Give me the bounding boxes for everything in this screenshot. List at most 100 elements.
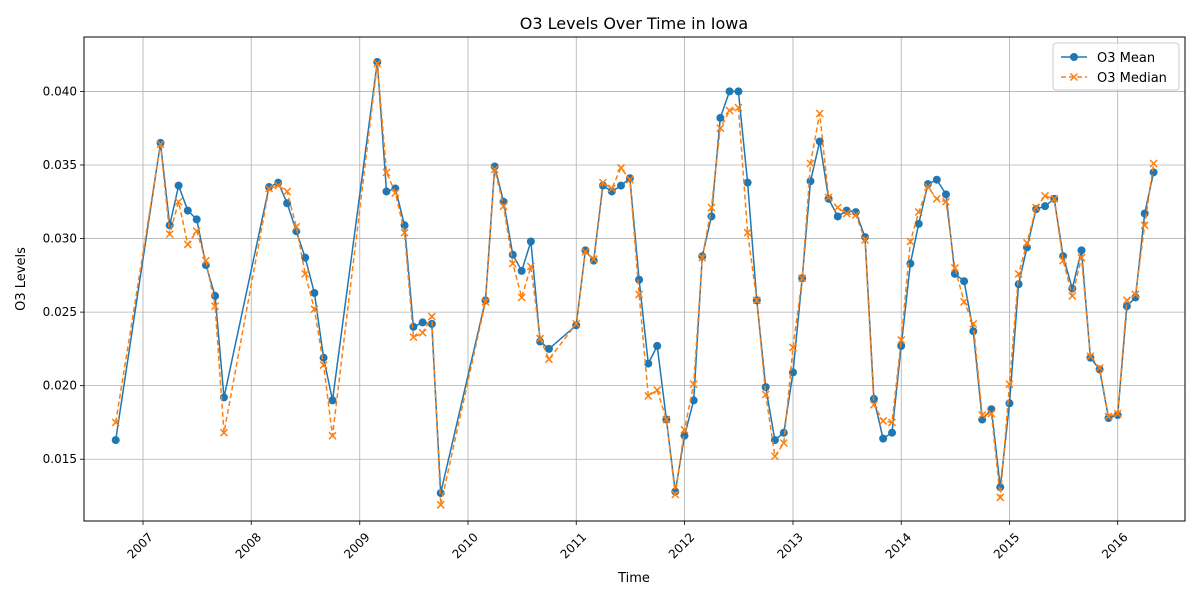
o3-median-point bbox=[707, 203, 716, 212]
o3-mean-point bbox=[409, 322, 418, 331]
o3-median-point bbox=[869, 400, 878, 409]
y-axis-title: O3 Levels bbox=[14, 247, 29, 311]
o3-median-point bbox=[842, 209, 851, 218]
o3-median-point bbox=[779, 438, 788, 448]
o3-median-point bbox=[725, 106, 734, 115]
o3-median-line bbox=[114, 63, 1155, 505]
o3-mean-point bbox=[544, 344, 553, 353]
o3-mean-point bbox=[716, 113, 725, 122]
o3-median-point bbox=[879, 416, 888, 425]
o3-mean-point bbox=[743, 178, 752, 187]
o3-median-point bbox=[788, 343, 798, 352]
o3-mean-point bbox=[310, 288, 319, 297]
o3-mean-point bbox=[265, 183, 274, 192]
o3-mean-point bbox=[1014, 280, 1023, 289]
o3-mean-point bbox=[292, 227, 301, 236]
o3-mean-point bbox=[1113, 411, 1122, 420]
o3-mean-point bbox=[653, 341, 662, 350]
o3-mean-point bbox=[680, 431, 689, 440]
o3-mean-point bbox=[418, 318, 427, 327]
o3-mean-point bbox=[183, 206, 192, 215]
y-tick-label: 0.025 bbox=[43, 305, 77, 319]
o3-mean-point bbox=[987, 405, 996, 414]
o3-mean-point bbox=[617, 181, 626, 190]
o3-mean-point bbox=[1095, 365, 1104, 374]
o3-median-point bbox=[960, 297, 969, 306]
o3-median-point bbox=[427, 312, 436, 321]
o3-median-point bbox=[734, 103, 743, 112]
o3-median-point bbox=[1014, 269, 1023, 278]
o3-mean-point bbox=[635, 275, 644, 284]
o3-mean-point bbox=[707, 212, 716, 221]
o3-mean-point bbox=[301, 253, 310, 262]
o3-mean-point bbox=[572, 321, 581, 330]
o3-median-point bbox=[897, 336, 906, 345]
o3-median-point bbox=[382, 168, 391, 177]
o3-mean-point bbox=[888, 428, 897, 437]
o3-median-point bbox=[914, 208, 923, 217]
o3-mean-point bbox=[806, 177, 815, 186]
o3-median-point bbox=[301, 269, 310, 278]
legend-mean-label: O3 Mean bbox=[1097, 51, 1155, 66]
o3-median-point bbox=[680, 425, 689, 434]
o3-median-point bbox=[1059, 256, 1068, 265]
o3-median-point bbox=[572, 319, 581, 328]
o3-median-point bbox=[499, 202, 508, 211]
o3-median-point bbox=[1122, 296, 1131, 305]
legend-median-marker bbox=[1069, 72, 1079, 82]
o3-median-point bbox=[156, 140, 165, 149]
o3-median-point bbox=[544, 355, 553, 364]
o3-median-point bbox=[292, 222, 301, 231]
o3-mean-point bbox=[644, 359, 653, 368]
o3-median-point bbox=[490, 165, 499, 174]
o3-median-point bbox=[851, 210, 860, 220]
o3-median-point bbox=[932, 194, 941, 203]
o3-median-point bbox=[1041, 191, 1050, 200]
o3-median-point bbox=[589, 255, 598, 264]
o3-median-point bbox=[481, 297, 490, 306]
o3-mean-point bbox=[589, 256, 598, 265]
o3-median-point bbox=[1050, 194, 1059, 203]
o3-median-point bbox=[174, 197, 183, 206]
o3-mean-point bbox=[833, 212, 842, 221]
o3-mean-point bbox=[824, 194, 833, 203]
o3-mean-point bbox=[526, 237, 535, 246]
o3-mean-point bbox=[625, 174, 634, 183]
o3-median-point bbox=[391, 188, 400, 197]
o3-mean-point bbox=[725, 87, 734, 96]
y-tick-label: 0.040 bbox=[43, 84, 77, 98]
o3-median-point bbox=[1113, 409, 1122, 418]
o3-mean-point bbox=[960, 277, 969, 286]
o3-median-point bbox=[861, 235, 870, 245]
o3-median-point bbox=[635, 290, 644, 299]
o3-mean-point bbox=[689, 396, 698, 405]
o3-median-point bbox=[689, 380, 698, 389]
o3-median-point bbox=[662, 415, 671, 424]
o3-median-point bbox=[373, 59, 382, 68]
o3-median-point bbox=[1086, 352, 1095, 361]
o3-median-point bbox=[1032, 203, 1041, 212]
o3-median-point bbox=[1140, 221, 1149, 230]
o3-median-point bbox=[671, 490, 680, 499]
o3-mean-point bbox=[978, 415, 987, 424]
o3-median-point bbox=[111, 418, 120, 427]
o3-mean-point bbox=[1041, 202, 1050, 211]
o3-median-point bbox=[598, 178, 607, 187]
legend-box bbox=[1052, 42, 1180, 91]
o3-median-point bbox=[1131, 290, 1140, 299]
o3-median-point bbox=[1077, 253, 1086, 262]
o3-median-point bbox=[192, 227, 201, 236]
o3-mean-point bbox=[156, 138, 165, 147]
o3-median-point bbox=[517, 293, 526, 302]
o3-median-point bbox=[698, 253, 707, 262]
o3-mean-point bbox=[879, 434, 888, 443]
o3-median-point bbox=[607, 184, 616, 193]
y-tick-label: 0.035 bbox=[43, 158, 77, 172]
o3-median-point bbox=[978, 411, 987, 420]
o3-mean-point bbox=[174, 181, 183, 190]
o3-median-point bbox=[716, 124, 725, 133]
legend: O3 Mean O3 Median bbox=[1052, 42, 1180, 91]
o3-median-point bbox=[400, 228, 409, 237]
